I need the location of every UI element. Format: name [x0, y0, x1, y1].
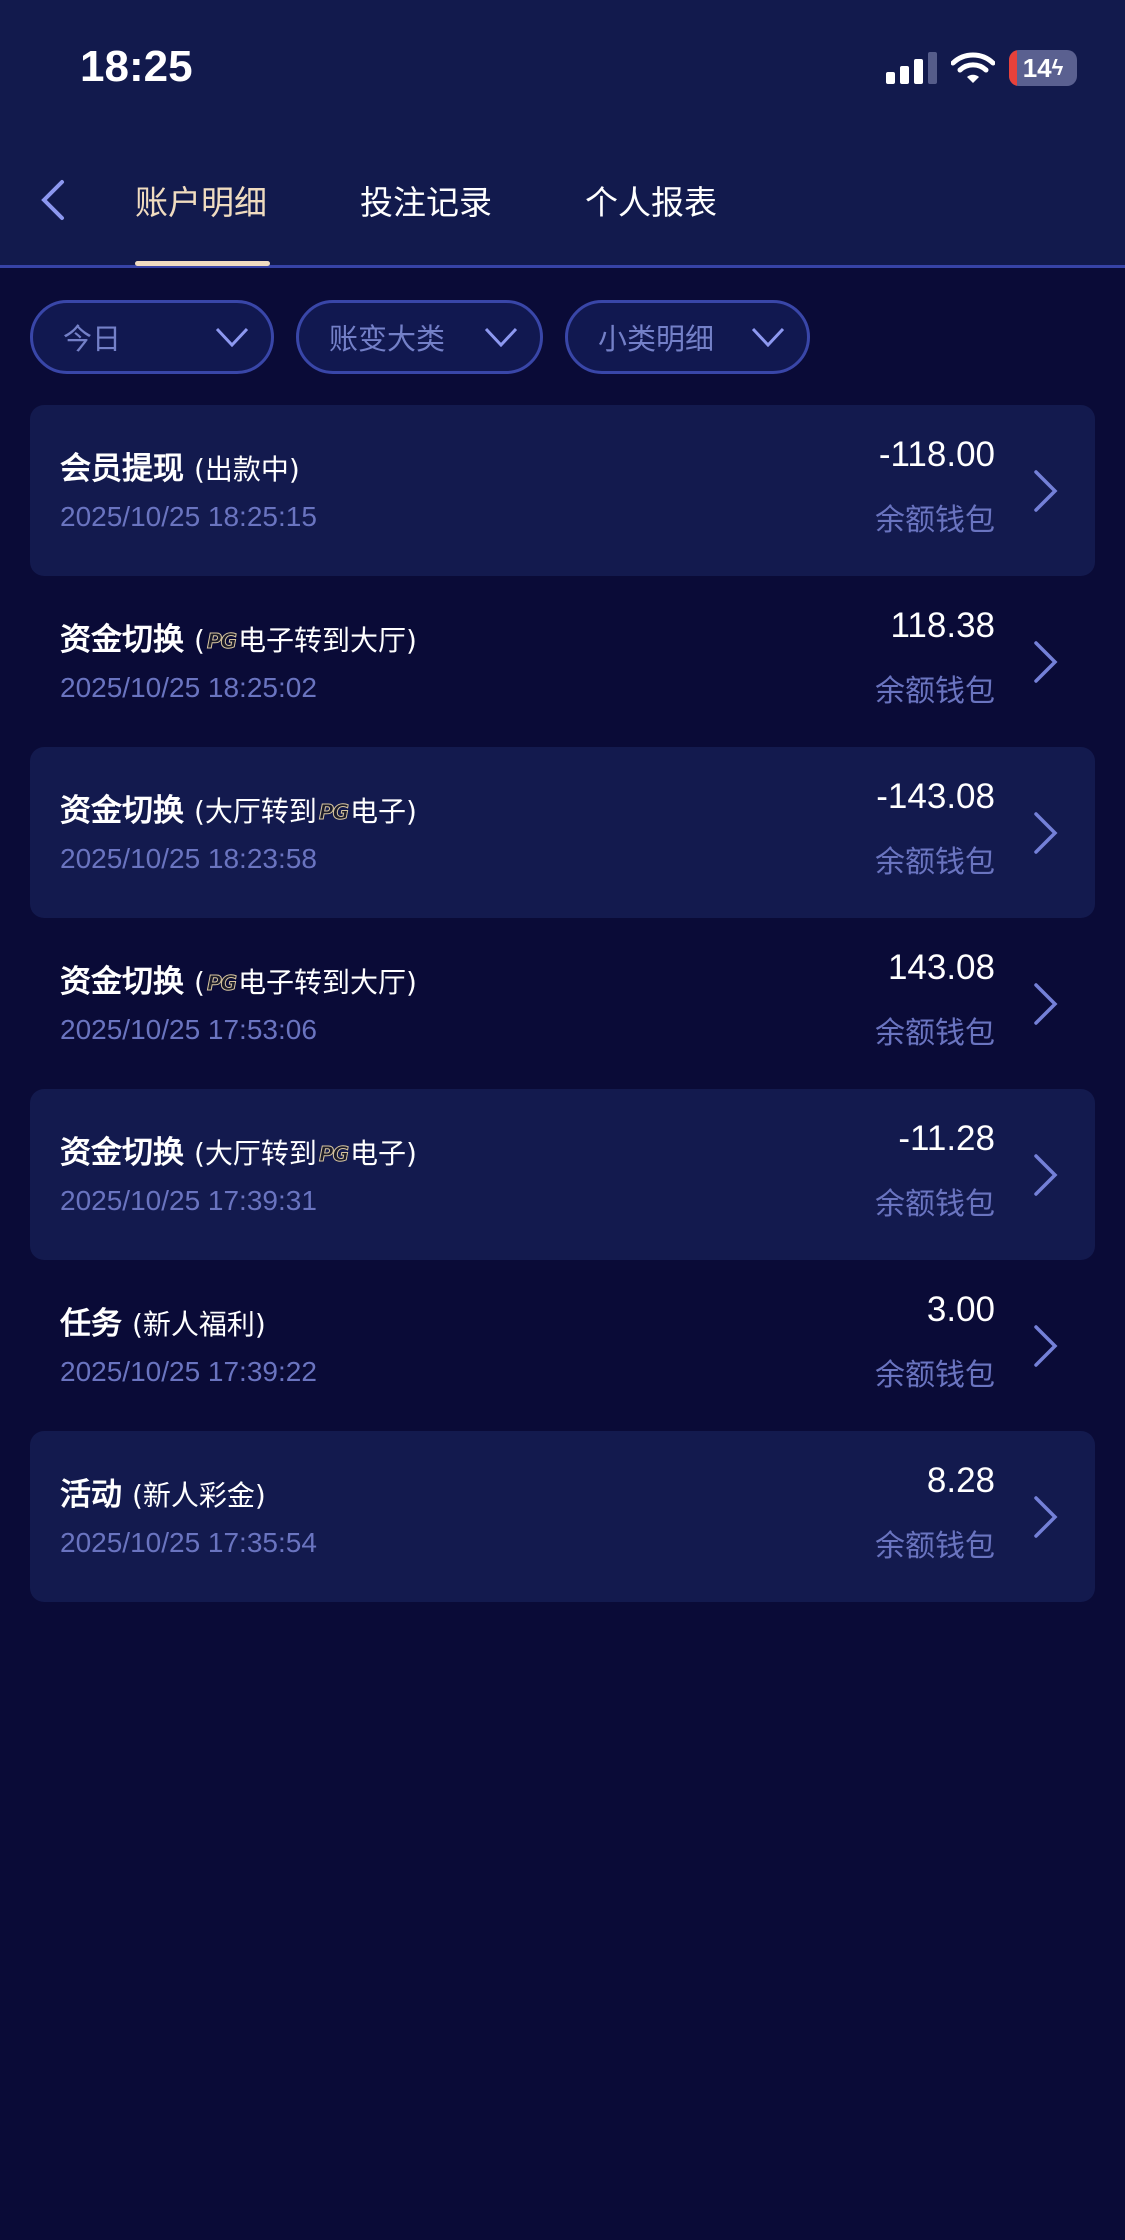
tab-account-details[interactable]: 账户明细	[135, 183, 267, 222]
record-detail: (PG电子转到大厅)	[194, 966, 417, 999]
pg-logo-icon: PG	[318, 800, 349, 825]
record-type: 资金切换	[60, 622, 184, 658]
battery-level: 14	[1022, 52, 1052, 83]
status-icons: 14 ϟ	[886, 50, 1077, 86]
record-title: 活动 (新人彩金)	[60, 1469, 266, 1514]
record-type: 资金切换	[60, 1135, 184, 1171]
chevron-right-icon	[1034, 1496, 1058, 1538]
wifi-icon	[951, 52, 995, 83]
record-title: 任务 (新人福利)	[60, 1298, 266, 1343]
record-amount: 8.28	[926, 1461, 995, 1500]
tab-personal-report[interactable]: 个人报表	[585, 183, 717, 222]
record-wallet: 余额钱包	[875, 1358, 995, 1393]
record-date: 2025/10/25 18:23:58	[60, 843, 317, 874]
record-title: 资金切换 (PG电子转到大厅)	[60, 614, 417, 659]
detail-text: 电子)	[350, 1137, 417, 1170]
record-date: 2025/10/25 17:53:06	[60, 1014, 317, 1045]
pg-logo-icon: PG	[318, 1142, 349, 1167]
chevron-down-icon	[215, 327, 249, 347]
record-type: 任务	[60, 1306, 122, 1342]
chevron-right-icon	[1034, 641, 1058, 683]
record-wallet: 余额钱包	[875, 503, 995, 538]
record-detail: (大厅转到 PG电子)	[194, 1137, 417, 1170]
battery-icon: 14 ϟ	[1009, 50, 1077, 86]
record-wallet: 余额钱包	[875, 1529, 995, 1564]
record-title: 资金切换 (大厅转到 PG电子)	[60, 1127, 417, 1172]
header: 18:25 14 ϟ 账户明细 投注记录 个人报表	[0, 0, 1125, 268]
chevron-right-icon	[1034, 983, 1058, 1025]
tab-bet-records[interactable]: 投注记录	[360, 183, 492, 222]
detail-text: (大厅转到	[194, 1137, 317, 1170]
record-detail: (PG电子转到大厅)	[194, 624, 417, 657]
detail-text: (出款中)	[194, 453, 300, 486]
record-row[interactable]: 资金切换 (PG电子转到大厅) 2025/10/25 17:53:06 143.0…	[30, 918, 1095, 1089]
record-amount: -11.28	[898, 1119, 995, 1158]
filter-label: 小类明细	[598, 322, 715, 356]
charging-icon: ϟ	[1051, 55, 1064, 80]
record-row[interactable]: 任务 (新人福利) 2025/10/25 17:39:22 3.00 余额钱包	[30, 1260, 1095, 1431]
filter-category[interactable]: 账变大类	[296, 300, 543, 374]
record-detail: (新人彩金)	[132, 1479, 266, 1512]
record-wallet: 余额钱包	[875, 845, 995, 880]
record-row[interactable]: 资金切换 (大厅转到 PG电子) 2025/10/25 18:23:58 -143.…	[30, 747, 1095, 918]
record-row[interactable]: 会员提现 (出款中) 2025/10/25 18:25:15 -118.00 余额…	[30, 405, 1095, 576]
record-title: 会员提现 (出款中)	[60, 443, 300, 488]
chevron-right-icon	[1034, 812, 1058, 854]
detail-text: (	[194, 966, 205, 999]
record-amount: -118.00	[878, 435, 995, 474]
chevron-down-icon	[484, 327, 518, 347]
record-amount: 143.08	[887, 948, 995, 987]
record-title: 资金切换 (大厅转到 PG电子)	[60, 785, 417, 830]
chevron-right-icon	[1034, 1325, 1058, 1367]
record-wallet: 余额钱包	[875, 1016, 995, 1051]
record-date: 2025/10/25 17:39:31	[60, 1185, 317, 1216]
pg-logo-icon: PG	[206, 629, 237, 654]
record-row[interactable]: 资金切换 (大厅转到 PG电子) 2025/10/25 17:39:31 -11.2…	[30, 1089, 1095, 1260]
signal-icon	[886, 52, 937, 84]
active-tab-indicator	[135, 261, 270, 266]
record-type: 活动	[60, 1477, 122, 1513]
record-detail: (出款中)	[194, 453, 300, 486]
record-detail: (新人福利)	[132, 1308, 266, 1341]
detail-text: (	[194, 624, 205, 657]
filter-subcategory[interactable]: 小类明细	[565, 300, 810, 374]
back-chevron-icon[interactable]	[34, 178, 74, 222]
record-wallet: 余额钱包	[875, 674, 995, 709]
record-wallet: 余额钱包	[875, 1187, 995, 1222]
detail-text: 电子转到大厅)	[238, 624, 417, 657]
detail-text: (新人彩金)	[132, 1479, 266, 1512]
record-date: 2025/10/25 18:25:02	[60, 672, 317, 703]
pg-logo-icon: PG	[206, 971, 237, 996]
detail-text: 电子转到大厅)	[238, 966, 417, 999]
record-date: 2025/10/25 18:25:15	[60, 501, 317, 532]
detail-text: (大厅转到	[194, 795, 317, 828]
status-time: 18:25	[80, 42, 193, 91]
record-detail: (大厅转到 PG电子)	[194, 795, 417, 828]
record-date: 2025/10/25 17:39:22	[60, 1356, 317, 1387]
filter-label: 账变大类	[329, 322, 446, 356]
chevron-right-icon	[1034, 470, 1058, 512]
record-type: 资金切换	[60, 964, 184, 1000]
filter-date[interactable]: 今日	[30, 300, 274, 374]
record-amount: -143.08	[876, 777, 995, 816]
record-amount: 118.38	[890, 606, 995, 645]
record-type: 资金切换	[60, 793, 184, 829]
detail-text: 电子)	[350, 795, 417, 828]
record-row[interactable]: 资金切换 (PG电子转到大厅) 2025/10/25 18:25:02 118.3…	[30, 576, 1095, 747]
record-title: 资金切换 (PG电子转到大厅)	[60, 956, 417, 1001]
record-amount: 3.00	[926, 1290, 995, 1329]
record-type: 会员提现	[60, 451, 184, 487]
detail-text: (新人福利)	[132, 1308, 266, 1341]
chevron-right-icon	[1034, 1154, 1058, 1196]
chevron-down-icon	[751, 327, 785, 347]
record-date: 2025/10/25 17:35:54	[60, 1527, 317, 1558]
record-row[interactable]: 活动 (新人彩金) 2025/10/25 17:35:54 8.28 余额钱包	[30, 1431, 1095, 1602]
filter-label: 今日	[63, 322, 122, 356]
